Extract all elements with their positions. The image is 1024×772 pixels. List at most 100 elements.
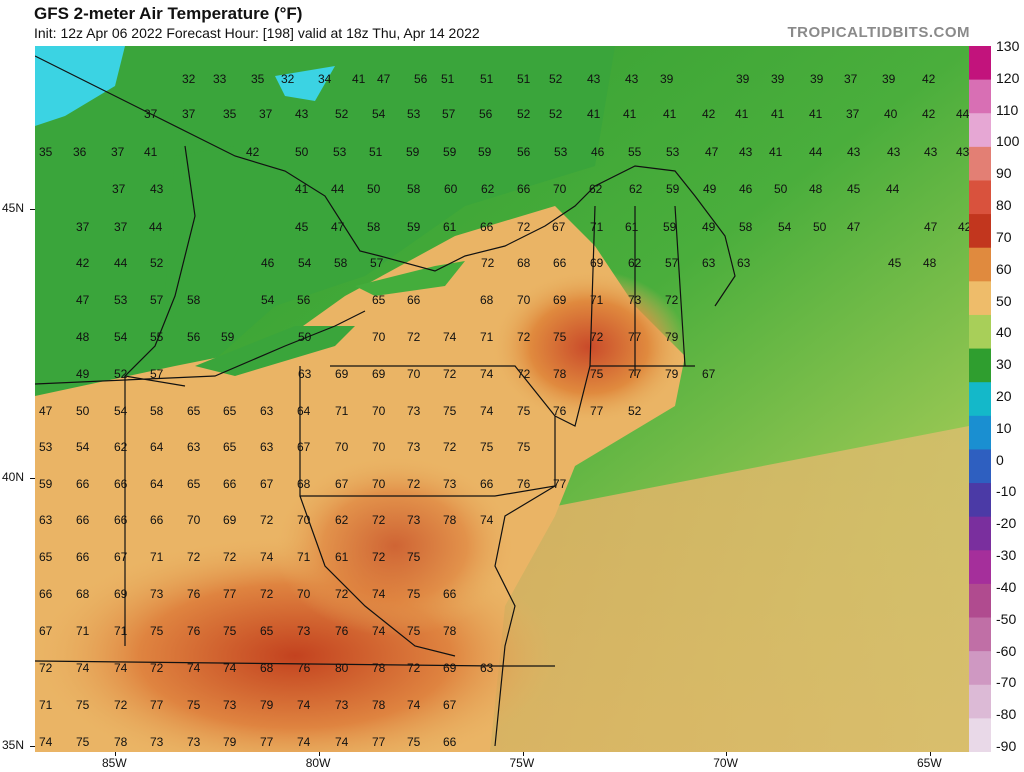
temperature-value: 75	[517, 404, 531, 418]
temperature-value: 77	[628, 330, 642, 344]
temperature-value: 69	[372, 367, 386, 381]
temperature-value: 41	[144, 145, 158, 159]
color-scale-segment	[969, 550, 991, 585]
temperature-value: 48	[923, 256, 937, 270]
temperature-value: 44	[809, 145, 823, 159]
longitude-tick	[522, 752, 524, 756]
temperature-value: 77	[628, 367, 642, 381]
color-scale-bar	[969, 46, 991, 752]
temperature-value: 39	[736, 72, 750, 86]
color-scale-label: 130	[996, 38, 1020, 54]
temperature-value: 73	[443, 477, 457, 491]
temperature-value: 44	[886, 182, 900, 196]
temperature-value: 52	[335, 107, 349, 121]
temperature-value: 78	[372, 698, 386, 712]
temperature-value: 46	[591, 145, 605, 159]
temperature-value: 72	[260, 587, 274, 601]
longitude-label: 85W	[102, 756, 127, 770]
temperature-value: 74	[372, 624, 386, 638]
temperature-value: 71	[39, 698, 53, 712]
temperature-value: 63	[260, 440, 274, 454]
temperature-value: 76	[187, 587, 201, 601]
color-scale-segment	[969, 516, 991, 551]
temperature-value: 39	[810, 72, 824, 86]
temperature-value: 37	[182, 107, 196, 121]
temperature-value: 72	[443, 440, 457, 454]
temperature-value: 34	[318, 72, 332, 86]
temperature-value: 66	[114, 477, 128, 491]
temperature-value: 59	[666, 182, 680, 196]
color-scale-label: 20	[996, 388, 1012, 404]
temperature-value: 39	[660, 72, 674, 86]
temperature-value: 45	[295, 220, 309, 234]
longitude-tick	[930, 752, 931, 756]
temperature-value: 35	[39, 145, 53, 159]
color-scale-segment	[969, 415, 991, 450]
temperature-value: 74	[443, 330, 457, 344]
color-scale-label: 120	[996, 69, 1020, 86]
temperature-value: 74	[39, 735, 53, 749]
temperature-value: 42	[958, 220, 969, 234]
temperature-value: 52	[517, 107, 531, 121]
temperature-value: 57	[150, 293, 164, 307]
temperature-value: 58	[334, 256, 348, 270]
temperature-value: 67	[443, 698, 457, 712]
temperature-value: 70	[372, 330, 386, 344]
temperature-value: 58	[187, 293, 201, 307]
temperature-value: 75	[407, 550, 421, 564]
temperature-value: 52	[628, 404, 642, 418]
temperature-value: 63	[702, 256, 716, 270]
temperature-value: 72	[372, 550, 386, 564]
temperature-value: 65	[187, 404, 201, 418]
latitude-tick	[30, 477, 35, 479]
temperature-value: 72	[372, 513, 386, 527]
temperature-value: 75	[553, 330, 567, 344]
temperature-value: 60	[444, 182, 458, 196]
temperature-value: 78	[372, 661, 386, 675]
temperature-value: 79	[260, 698, 274, 712]
temperature-value: 67	[335, 477, 349, 491]
temperature-value: 71	[297, 550, 311, 564]
latitude-label: 35N	[2, 738, 25, 752]
color-scale-label: 30	[996, 356, 1012, 373]
temperature-value: 44	[956, 107, 969, 121]
temperature-value: 72	[150, 661, 164, 675]
temperature-value: 72	[481, 256, 495, 270]
temperature-value: 69	[223, 513, 237, 527]
temperature-value: 78	[443, 513, 457, 527]
map-title: GFS 2-meter Air Temperature (°F)	[34, 4, 303, 23]
color-scale-label: 10	[996, 419, 1012, 436]
temperature-value: 66	[76, 477, 90, 491]
temperature-value: 64	[150, 440, 164, 454]
color-scale-segment	[969, 382, 991, 417]
temperature-value: 57	[370, 256, 384, 270]
temperature-value: 66	[443, 587, 457, 601]
temperature-value: 36	[73, 145, 87, 159]
temperature-value: 73	[297, 624, 311, 638]
temperature-value: 47	[331, 220, 345, 234]
temperature-value: 72	[517, 220, 531, 234]
temperature-value: 43	[924, 145, 938, 159]
temperature-value: 57	[150, 367, 164, 381]
temperature-value: 80	[335, 661, 349, 675]
color-scale-label: 90	[996, 165, 1012, 182]
temperature-value: 56	[297, 293, 311, 307]
temperature-value: 62	[589, 182, 603, 196]
temperature-value: 68	[480, 293, 494, 307]
temperature-value: 37	[112, 182, 126, 196]
temperature-value: 50	[813, 220, 827, 234]
temperature-value: 58	[150, 404, 164, 418]
temperature-value: 74	[335, 735, 349, 749]
color-scale-label: 100	[996, 133, 1020, 150]
temperature-value: 66	[39, 587, 53, 601]
temperature-value: 73	[407, 404, 421, 418]
temperature-value: 71	[114, 624, 128, 638]
temperature-value: 75	[590, 367, 604, 381]
temperature-value: 56	[517, 145, 531, 159]
temperature-value: 73	[223, 698, 237, 712]
temperature-value: 45	[847, 182, 861, 196]
temperature-value: 72	[407, 330, 421, 344]
temperature-value: 48	[809, 182, 823, 196]
color-scale-segment	[969, 214, 991, 249]
temperature-value: 65	[372, 293, 386, 307]
